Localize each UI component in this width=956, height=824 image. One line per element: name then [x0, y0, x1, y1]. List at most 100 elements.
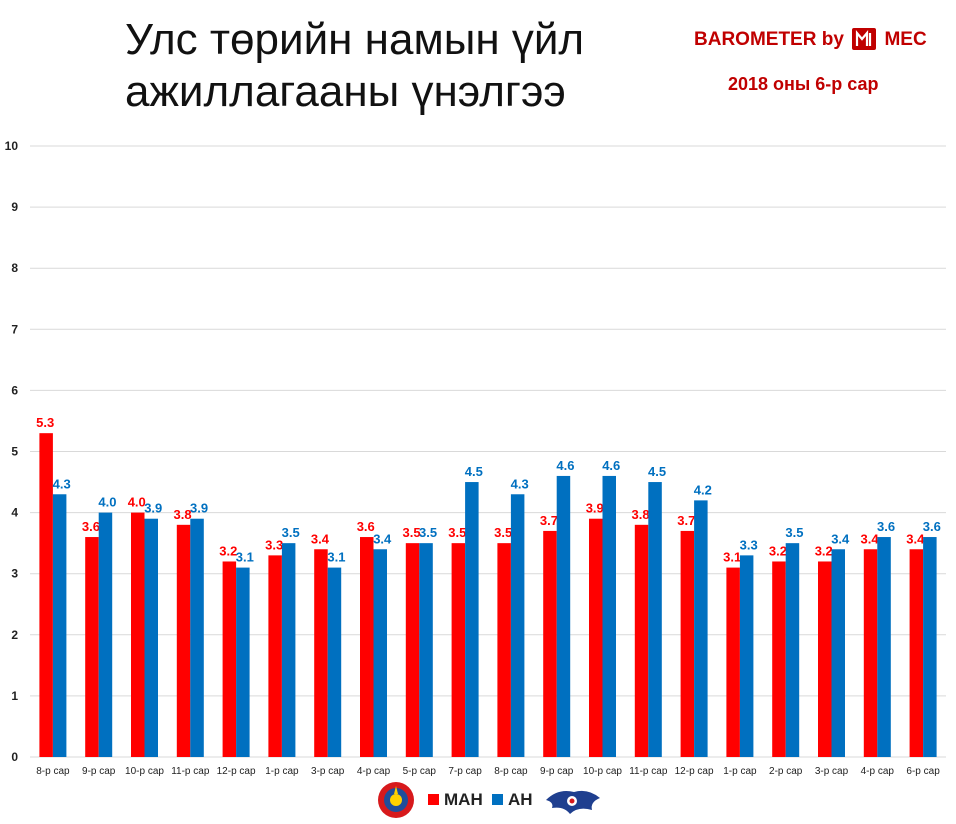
data-label: 3.1 — [236, 550, 254, 565]
bar — [39, 433, 53, 757]
x-tick-label: 4-р сар — [357, 766, 391, 777]
legend-label-an: АН — [508, 790, 533, 809]
data-label: 3.2 — [219, 543, 237, 558]
data-label: 3.6 — [877, 519, 895, 534]
brand-text: BAROMETER by — [694, 29, 844, 50]
bar — [694, 500, 708, 757]
data-label: 3.9 — [586, 501, 604, 516]
y-tick-label: 9 — [11, 200, 18, 214]
x-tick-label: 3-р сар — [815, 766, 849, 777]
x-tick-label: 5-р сар — [403, 766, 437, 777]
legend-swatch-an — [492, 794, 503, 805]
data-label: 3.3 — [740, 537, 758, 552]
bar — [726, 567, 740, 757]
data-label: 3.7 — [677, 513, 695, 528]
data-label: 4.5 — [465, 464, 483, 479]
y-tick-label: 7 — [11, 322, 18, 336]
bar — [863, 549, 878, 757]
data-label: 4.2 — [694, 482, 712, 497]
survey-date: 2018 оны 6-р сар — [728, 74, 879, 94]
x-tick-label: 11-р сар — [629, 766, 668, 777]
data-label: 3.6 — [82, 519, 100, 534]
x-tick-label: 8-р сар — [36, 766, 70, 777]
bar — [634, 524, 649, 757]
x-tick-label: 10-р сар — [125, 766, 164, 777]
bar — [85, 537, 99, 757]
data-label: 3.6 — [923, 519, 941, 534]
bar — [543, 530, 557, 757]
bar — [680, 530, 695, 757]
data-label: 3.1 — [723, 550, 741, 565]
legend-item-an: АН — [492, 790, 533, 810]
data-label: 3.3 — [265, 537, 283, 552]
brand-logo: BAROMETER by MEC — [694, 28, 949, 58]
data-label: 3.4 — [831, 531, 850, 546]
bar — [419, 543, 433, 757]
y-tick-label: 0 — [11, 750, 18, 764]
data-label: 5.3 — [36, 415, 54, 430]
bar — [176, 524, 191, 757]
bar — [602, 475, 616, 757]
bar — [772, 561, 786, 757]
data-label: 3.5 — [282, 525, 300, 540]
data-label: 3.5 — [403, 525, 421, 540]
x-tick-label: 1-р сар — [265, 766, 299, 777]
data-label: 3.4 — [311, 531, 330, 546]
data-label: 3.9 — [144, 501, 162, 516]
x-tick-label: 9-р сар — [82, 766, 116, 777]
bar — [785, 543, 800, 757]
x-tick-label: 4-р сар — [861, 766, 895, 777]
bar — [281, 543, 296, 757]
data-label: 4.3 — [53, 476, 71, 491]
bar — [877, 537, 891, 757]
bar — [923, 537, 937, 757]
legend-item-man: МАН — [428, 790, 483, 810]
bar — [190, 518, 204, 757]
data-label: 3.4 — [906, 531, 925, 546]
bar-chart: 0 1 2 3 4 5 6 7 8 9 10 5.3 4.3 8-р сар 3.6 4.0 9-р сар 4.… — [5, 139, 946, 777]
x-tick-label: 12-р сар — [217, 766, 256, 777]
data-label: 3.6 — [357, 519, 375, 534]
data-label: 3.5 — [785, 525, 803, 540]
y-tick-label: 5 — [11, 445, 18, 459]
x-tick-label: 1-р сар — [723, 766, 757, 777]
bar — [831, 549, 845, 757]
bar — [373, 549, 387, 757]
an-party-emblem-icon — [546, 790, 600, 814]
data-label: 3.5 — [448, 525, 466, 540]
bar — [739, 555, 754, 757]
brand-logo-text: MEC — [884, 29, 927, 50]
bar — [314, 549, 328, 757]
x-tick-label: 9-р сар — [540, 766, 574, 777]
bar — [556, 475, 571, 757]
x-tick-label: 2-р сар — [769, 766, 803, 777]
x-tick-label: 8-р сар — [494, 766, 528, 777]
legend: МАН АН — [376, 780, 616, 820]
data-label: 3.4 — [861, 531, 880, 546]
x-tick-label: 10-р сар — [583, 766, 622, 777]
y-tick-label: 8 — [11, 261, 18, 275]
bar — [497, 543, 511, 757]
bar — [360, 537, 374, 757]
bar — [236, 567, 250, 757]
data-label: 3.8 — [174, 507, 192, 522]
data-label: 4.5 — [648, 464, 666, 479]
legend-label-man: МАН — [444, 790, 483, 809]
data-label: 4.0 — [128, 495, 146, 510]
bar — [268, 555, 282, 757]
bar — [98, 512, 113, 757]
bar — [648, 482, 662, 757]
bar — [222, 561, 237, 757]
bar — [465, 482, 479, 757]
bar — [818, 561, 832, 757]
man-party-emblem-icon — [378, 782, 414, 818]
data-label: 3.8 — [632, 507, 650, 522]
data-label: 4.6 — [602, 458, 620, 473]
bar — [510, 494, 525, 757]
y-tick-label: 4 — [11, 506, 18, 520]
chart-title: Улс төрийн намын үйл ажиллагааны үнэлгээ — [125, 15, 585, 116]
y-tick-label: 3 — [11, 567, 18, 581]
data-label: 3.5 — [419, 525, 437, 540]
bar — [131, 512, 145, 757]
data-label: 3.5 — [494, 525, 512, 540]
